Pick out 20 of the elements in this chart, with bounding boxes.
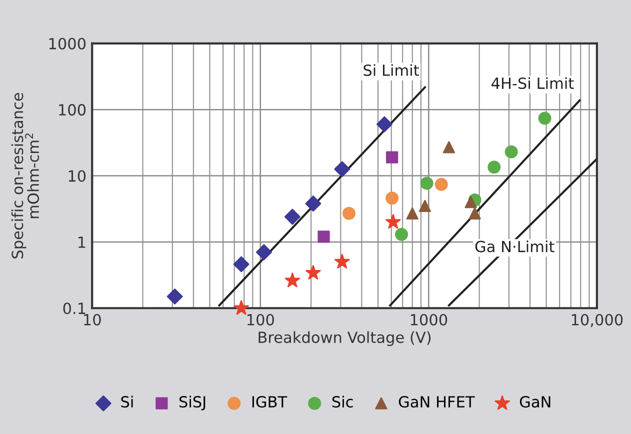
y-tick-label: 0.1 xyxy=(63,302,86,314)
series-label: 4H-Si Limit xyxy=(492,77,574,90)
series-label: Ga N·Limit xyxy=(475,240,554,252)
y-tick-label: 1000 xyxy=(49,38,86,50)
legend-label: SiSJ xyxy=(179,396,206,410)
legend-label: Si xyxy=(121,396,133,408)
series-label: Si Limit xyxy=(364,64,419,76)
legend-label: IGBT xyxy=(252,396,288,408)
legend-label: Sic xyxy=(332,396,353,408)
y-axis-title: Specific on-resistance mOhm-cm$^{2}$ xyxy=(11,92,40,258)
legend-label: GaN HFET xyxy=(398,396,475,408)
y-tick-label: 100 xyxy=(59,104,86,116)
legend-label: GaN xyxy=(520,396,550,408)
y-tick-label: 10 xyxy=(68,170,86,182)
x-tick-label: 10 xyxy=(84,314,101,326)
y-tick-label: 1 xyxy=(78,236,86,248)
x-tick-label: 10,000 xyxy=(572,314,623,328)
x-tick-label: 100 xyxy=(247,314,274,326)
x-tick-label: 1000 xyxy=(410,314,448,326)
x-axis-title: Breakdown Voltage (V) xyxy=(258,331,431,346)
